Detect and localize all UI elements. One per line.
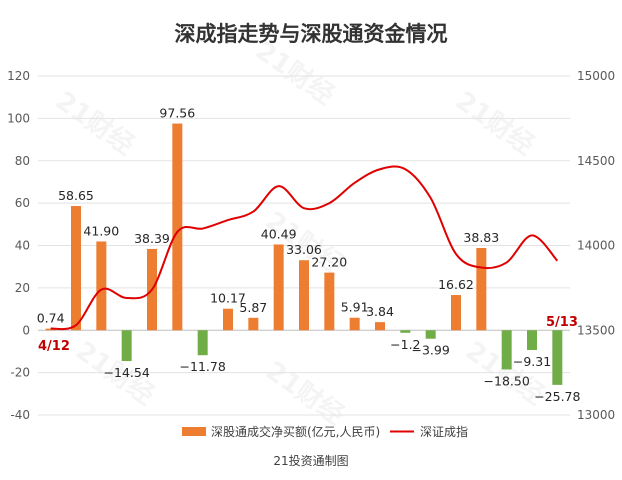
bar-value-label: 16.62 [438,277,474,292]
bar-value-label: 58.65 [58,188,94,203]
start-date-label: 4/12 [38,339,70,354]
bar-value-label: 27.20 [311,255,347,270]
legend-line-label: 深证成指 [420,424,468,439]
bar-value-label: −1.2 [390,337,420,352]
bar [451,295,461,331]
left-tick-label: 120 [7,69,30,83]
left-tick-label: 60 [15,196,30,210]
bar [552,330,563,385]
bar [324,272,335,331]
bar [501,330,512,370]
right-tick-label: 14500 [577,154,615,168]
left-y-axis: -40 -20 0 20 40 60 80 100 120 [7,69,30,422]
end-date-label: 5/13 [546,315,578,330]
right-tick-label: 15000 [577,69,615,83]
bar-value-label: 33.06 [286,242,322,257]
bar [273,244,284,331]
bar-value-label: −11.78 [180,359,226,374]
bar [121,330,132,362]
bar-value-label: 5.87 [239,300,267,315]
bar [172,123,183,331]
left-tick-label: 0 [22,323,30,337]
bar-value-label: 5.91 [341,300,369,315]
bar-value-label: −25.78 [534,389,580,404]
bar-value-label: 38.83 [463,230,499,245]
watermark-text: 21财经 [260,355,350,431]
line-series [50,165,559,331]
legend-bar-label: 深股通成交净买额(亿元,人民币) [211,424,380,439]
bar [71,205,81,331]
bar [96,241,107,331]
watermark-text: 21财经 [50,85,140,161]
left-tick-label: -40 [10,408,30,422]
data-labels: 0.74 58.65 41.90 −14.54 38.39 97.56 −11.78 10.1… [37,106,581,404]
bar-value-label: 10.17 [210,291,246,306]
legend-bar-swatch [182,427,206,436]
left-tick-label: 20 [15,281,30,295]
bar-value-label: −9.31 [513,354,551,369]
bar [375,322,385,331]
bar [223,308,233,331]
bar [400,330,411,333]
right-tick-label: 13500 [577,323,615,337]
bar [299,260,309,331]
credit-text: 21投资通制图 [273,453,348,468]
left-tick-label: 40 [15,239,30,253]
left-tick-label: 100 [7,111,30,125]
bar [425,330,436,339]
bar-value-label: 38.39 [134,231,170,246]
bar-value-label: 97.56 [159,106,195,121]
watermark-text: 21财经 [250,35,340,111]
right-tick-label: 14000 [577,239,615,253]
bar-value-label: 0.74 [37,311,65,326]
bar [476,247,487,331]
bar [527,330,537,350]
right-tick-label: 13000 [577,408,615,422]
bar-value-label: 41.90 [83,223,119,238]
legend: 深股通成交净买额(亿元,人民币) 深证成指 [182,424,468,439]
bar [45,328,56,331]
left-tick-label: 80 [15,154,30,168]
bar [349,317,360,331]
bar-value-label: 3.84 [366,304,394,319]
index-line [50,165,559,331]
right-y-axis: 13000 13500 14000 14500 15000 [577,69,615,422]
bar-value-label: −3.99 [412,343,450,358]
chart-title: 深成指走势与深股通资金情况 [175,21,448,46]
bar [248,317,259,331]
bar-value-label: −18.50 [484,373,530,388]
bar [197,330,208,356]
left-tick-label: -20 [10,366,30,380]
bar-value-label: −14.54 [104,365,150,380]
bar-value-label: 40.49 [261,226,297,241]
watermark-text: 21财经 [450,85,540,161]
